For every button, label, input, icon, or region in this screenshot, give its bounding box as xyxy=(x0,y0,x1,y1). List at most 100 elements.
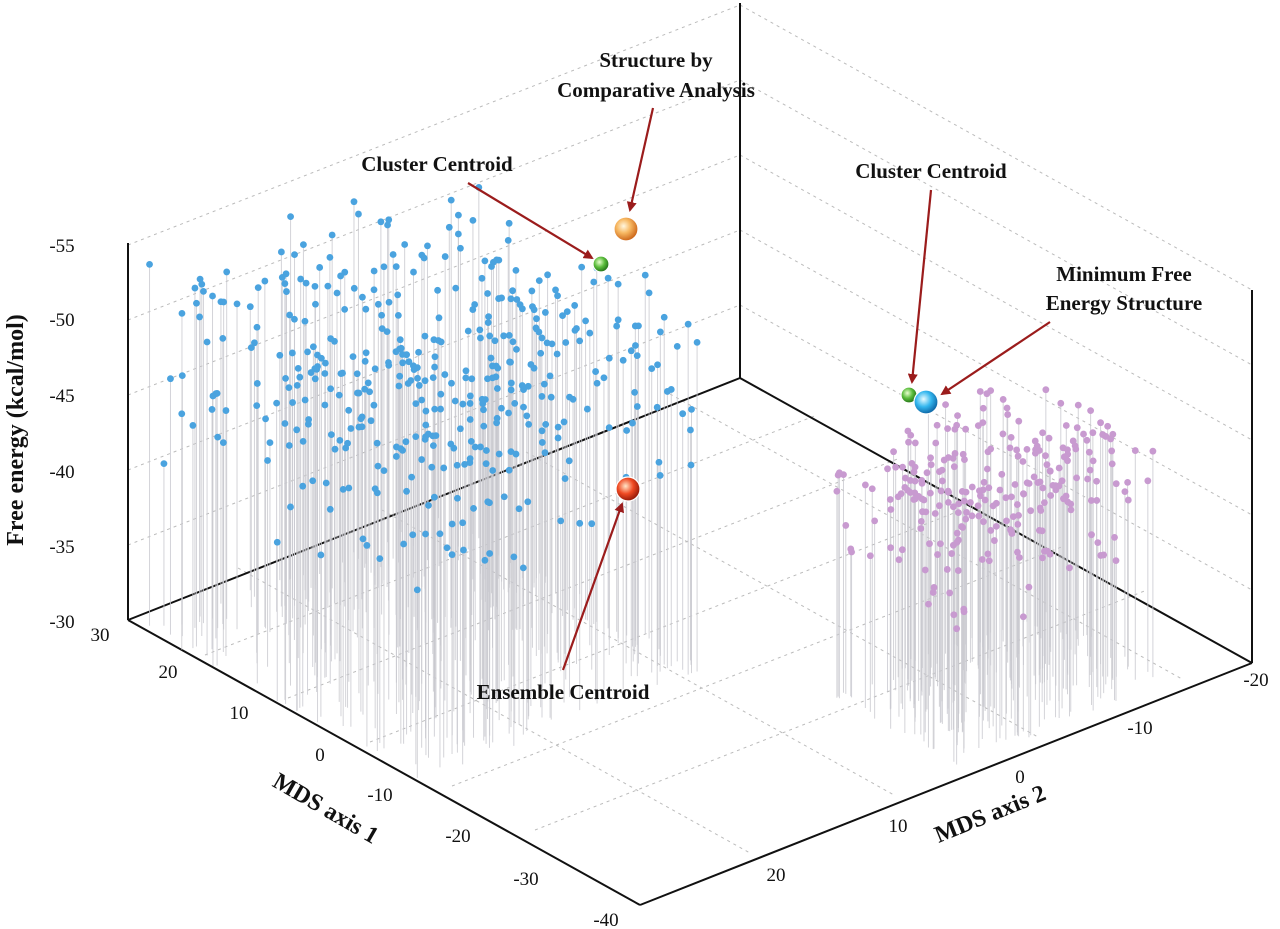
data-point-cluster-1 xyxy=(467,437,475,445)
data-point-cluster-2 xyxy=(1089,457,1097,465)
data-point-cluster-2 xyxy=(917,525,925,532)
data-point-cluster-1 xyxy=(385,216,393,224)
data-point-cluster-1 xyxy=(448,379,455,387)
x-axis-line xyxy=(127,619,641,906)
data-point-cluster-1 xyxy=(378,311,386,319)
data-point-cluster-2 xyxy=(898,546,906,554)
data-point-cluster-1 xyxy=(410,268,417,276)
data-point-cluster-1 xyxy=(403,487,410,495)
data-point-cluster-1 xyxy=(486,550,494,557)
data-point-cluster-1 xyxy=(505,219,513,227)
data-point-cluster-1 xyxy=(300,241,307,249)
data-point-cluster-2 xyxy=(980,478,988,486)
data-point-cluster-1 xyxy=(688,405,695,413)
data-point-cluster-2 xyxy=(908,459,916,467)
data-point-cluster-1 xyxy=(418,456,426,463)
data-point-cluster-1 xyxy=(466,416,474,423)
data-point-cluster-2 xyxy=(1112,557,1120,565)
data-point-cluster-2 xyxy=(1062,422,1070,429)
data-point-cluster-1 xyxy=(178,372,186,380)
data-point-cluster-1 xyxy=(435,314,443,322)
data-point-cluster-2 xyxy=(868,485,876,493)
z-tick-label: -35 xyxy=(49,537,74,558)
data-point-cluster-1 xyxy=(414,374,421,382)
data-point-cluster-1 xyxy=(604,274,612,282)
data-point-cluster-1 xyxy=(524,498,532,506)
data-point-cluster-1 xyxy=(627,347,635,355)
data-point-cluster-2 xyxy=(901,474,909,482)
data-point-cluster-2 xyxy=(1023,445,1031,453)
data-point-cluster-1 xyxy=(488,362,496,370)
data-point-cluster-2 xyxy=(1108,447,1116,455)
data-point-cluster-1 xyxy=(198,280,206,288)
data-point-cluster-1 xyxy=(451,397,459,405)
data-point-cluster-2 xyxy=(894,493,902,501)
data-point-cluster-1 xyxy=(520,403,527,411)
data-point-cluster-1 xyxy=(407,377,415,384)
data-point-cluster-2 xyxy=(953,625,961,633)
annotation-structure-line2: Comparative Analysis xyxy=(557,78,755,102)
annotation-cluster-centroid-right: Cluster Centroid xyxy=(855,159,1007,183)
data-point-cluster-2 xyxy=(1006,444,1014,452)
data-point-cluster-1 xyxy=(582,317,589,325)
data-point-cluster-1 xyxy=(576,337,584,345)
data-point-cluster-1 xyxy=(371,365,379,373)
data-point-cluster-2 xyxy=(962,515,970,523)
data-point-cluster-2 xyxy=(987,445,995,453)
data-point-cluster-2 xyxy=(979,419,987,426)
data-point-cluster-1 xyxy=(370,267,378,275)
data-point-cluster-1 xyxy=(484,375,491,383)
data-point-cluster-1 xyxy=(321,401,329,409)
data-point-cluster-1 xyxy=(476,326,484,334)
y-tick-label: 10 xyxy=(889,816,908,837)
data-point-cluster-1 xyxy=(656,328,664,336)
data-point-cluster-2 xyxy=(910,468,918,476)
data-point-cluster-1 xyxy=(385,359,392,366)
data-point-cluster-2 xyxy=(998,470,1006,478)
data-point-cluster-1 xyxy=(445,223,453,231)
data-point-cluster-2 xyxy=(1055,482,1063,490)
data-point-cluster-2 xyxy=(968,483,976,491)
data-point-cluster-1 xyxy=(342,444,350,452)
data-point-cluster-2 xyxy=(1108,460,1116,468)
data-point-cluster-1 xyxy=(547,393,555,401)
data-point-cluster-1 xyxy=(546,372,554,380)
data-point-cluster-2 xyxy=(842,522,850,529)
data-point-cluster-1 xyxy=(544,271,551,279)
data-point-cluster-1 xyxy=(347,425,355,432)
data-point-cluster-1 xyxy=(600,374,608,382)
data-point-cluster-1 xyxy=(422,407,430,415)
x-tick-label: -30 xyxy=(513,869,538,890)
data-point-cluster-2 xyxy=(1037,507,1045,514)
data-point-cluster-2 xyxy=(1112,480,1120,488)
data-point-cluster-1 xyxy=(505,409,512,417)
data-point-cluster-1 xyxy=(500,332,508,340)
data-point-cluster-1 xyxy=(394,291,402,299)
data-point-cluster-2 xyxy=(1073,424,1081,432)
data-point-cluster-2 xyxy=(954,412,961,420)
data-point-cluster-2 xyxy=(987,527,995,534)
data-point-cluster-1 xyxy=(353,370,361,378)
data-point-cluster-1 xyxy=(281,280,289,287)
data-point-cluster-1 xyxy=(448,551,456,558)
data-point-cluster-2 xyxy=(950,611,958,619)
data-point-cluster-1 xyxy=(493,256,500,264)
data-point-cluster-2 xyxy=(921,566,929,574)
data-point-cluster-2 xyxy=(1045,434,1053,442)
data-point-cluster-1 xyxy=(425,501,432,509)
data-point-cluster-1 xyxy=(309,343,317,351)
data-point-cluster-1 xyxy=(462,374,470,382)
data-point-cluster-2 xyxy=(1071,442,1079,450)
data-point-cluster-1 xyxy=(430,493,438,501)
data-point-cluster-1 xyxy=(484,290,491,297)
data-point-cluster-1 xyxy=(516,301,524,309)
data-point-cluster-1 xyxy=(614,316,622,324)
data-point-cluster-1 xyxy=(397,445,405,453)
data-point-cluster-2 xyxy=(979,404,987,412)
data-point-cluster-1 xyxy=(370,401,378,409)
data-point-cluster-1 xyxy=(635,322,642,330)
data-point-cluster-2 xyxy=(1025,583,1033,591)
data-point-cluster-1 xyxy=(633,352,641,360)
data-point-cluster-2 xyxy=(953,529,961,537)
data-point-cluster-2 xyxy=(950,463,958,471)
